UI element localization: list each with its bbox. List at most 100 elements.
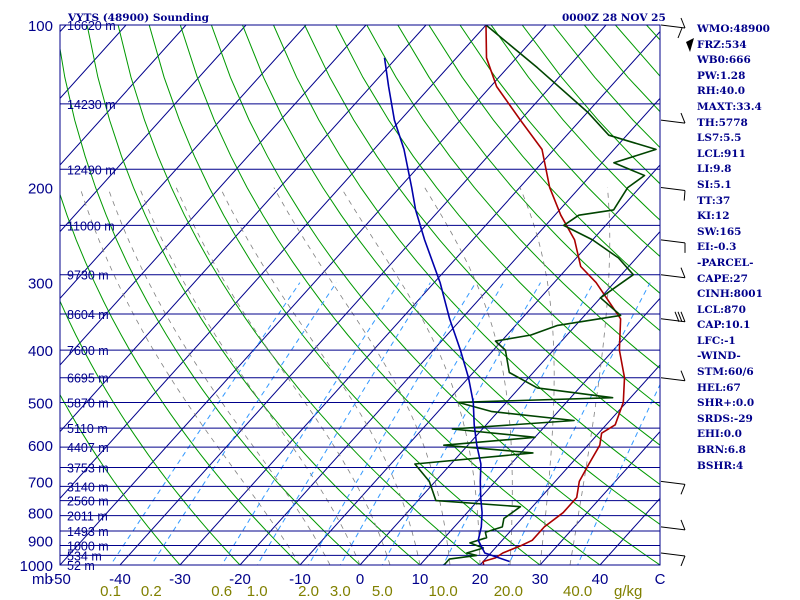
height-level-label: 1493 m	[67, 525, 109, 539]
temperature-tick-label: 30	[532, 571, 549, 588]
moist-adiabat-line	[175, 187, 391, 565]
dry-adiabat-line	[304, 25, 660, 446]
height-level-label: 1000 m	[67, 539, 109, 553]
height-level-label: 534 m	[67, 549, 102, 563]
stat-item: LI:9.8	[697, 163, 732, 176]
wind-barbs	[660, 17, 694, 567]
wind-barb-shaft	[660, 119, 686, 124]
height-level-label: 3140 m	[67, 480, 109, 494]
isotherm-line	[299, 164, 660, 565]
stat-item: SW:165	[697, 225, 742, 238]
height-level-label: 9730 m	[67, 269, 109, 283]
stat-item: CAPE:27	[697, 272, 748, 285]
height-level-label: 11000 m	[67, 219, 115, 233]
mixing-ratio-line	[577, 383, 660, 565]
stat-item: CINH:8001	[697, 288, 763, 301]
isotherm-line	[419, 297, 660, 565]
stat-item: HEL:67	[697, 381, 741, 394]
wind-barb-flag	[680, 519, 686, 531]
moist-adiabat-line	[219, 187, 421, 565]
mixing-ratio-line	[381, 282, 541, 565]
stat-item: LFC:-1	[697, 334, 736, 347]
isotherm-line	[0, 25, 6, 565]
height-level-label: 12490 m	[67, 163, 116, 177]
dry-adiabat-line	[366, 25, 660, 369]
isotherm-line	[60, 25, 487, 500]
wind-barb-flag	[680, 267, 686, 278]
height-level-label: 2560 m	[67, 495, 109, 509]
wind-barb-shaft	[660, 318, 686, 323]
mixing-ratio-line	[339, 282, 505, 565]
mixing-ratio-line	[256, 282, 431, 565]
dry-adiabat-line	[273, 25, 660, 486]
dry-adiabat-line	[242, 25, 660, 525]
stat-item: -PARCEL-	[697, 256, 754, 269]
wind-barb-shaft	[660, 274, 686, 279]
temperature-tick-label: 0	[356, 571, 364, 588]
mixing-ratio-label: 0.1	[100, 583, 121, 600]
sounding-time: 0000Z 28 NOV 25	[562, 12, 666, 24]
wind-barb-flag	[683, 190, 686, 201]
temperature-tick-label: -30	[169, 571, 191, 588]
height-level-label: 5110 m	[67, 422, 108, 436]
pressure-tick-label: 1000	[20, 558, 53, 575]
dry-adiabat-line	[179, 25, 601, 565]
dry-adiabat-line	[459, 25, 660, 258]
stat-item: SI:5.1	[697, 178, 732, 191]
isotherm-line	[60, 25, 367, 366]
pressure-tick-label: 400	[28, 343, 53, 360]
dry-adiabat-line	[428, 25, 660, 295]
plot-frame	[59, 24, 661, 566]
mixing-ratio-line	[221, 282, 400, 565]
wind-barb-shaft	[660, 187, 686, 192]
dry-adiabat-line	[210, 25, 660, 565]
wind-pennant	[686, 38, 694, 52]
station-title: VYTS (48900) Sounding	[67, 12, 210, 24]
wind-barb-flag	[680, 17, 686, 29]
temperature-profile-line	[482, 25, 626, 565]
parcel-profile-line	[383, 57, 510, 563]
stat-item: PW:1.28	[697, 69, 746, 82]
wind-barb-flag	[680, 555, 686, 567]
isotherm-line	[60, 25, 427, 433]
mixing-ratio-line	[109, 282, 301, 565]
temperature-tick-label: 10	[412, 571, 429, 588]
pressure-tick-label: 700	[28, 474, 53, 491]
isotherm-line	[239, 97, 660, 565]
height-level-label: 3753 m	[67, 462, 109, 476]
dry-adiabat-line	[117, 25, 481, 565]
height-level-label: 52 m	[67, 559, 95, 573]
pressure-tick-label: 900	[28, 533, 53, 550]
height-level-label: 14230 m	[67, 98, 116, 112]
stat-item: SRDS:-29	[697, 412, 753, 425]
mixing-ratio-label: 0.2	[141, 583, 162, 600]
mixing-ratio-label: 0.6	[211, 583, 232, 600]
isotherm-line	[60, 25, 547, 565]
pressure-tick-label: 100	[28, 18, 53, 35]
mixing-ratio-line	[150, 282, 337, 565]
height-level-label: 2011 m	[67, 510, 108, 524]
isotherm-line	[60, 25, 307, 300]
wind-barb-flag	[677, 311, 683, 322]
temperature-tick-label: -50	[49, 571, 71, 588]
stat-item: STM:60/6	[697, 366, 754, 379]
stat-item: -WIND-	[697, 350, 741, 363]
mixing-ratio-line	[507, 282, 651, 565]
wind-barb-shaft	[660, 480, 686, 485]
stat-item: BRN:6.8	[697, 444, 746, 457]
mixing-ratio-unit-label: g/kg	[614, 583, 642, 600]
stat-item: LCL:870	[697, 303, 746, 316]
height-level-label: 16620 m	[67, 19, 116, 33]
dewpoint-profile-line	[414, 25, 657, 565]
wind-barb-flag	[680, 311, 686, 322]
dry-adiabat-line	[60, 45, 361, 565]
stat-item: SHR+:0.0	[697, 397, 755, 410]
dry-adiabat-line	[60, 299, 241, 565]
wind-barb-shaft	[660, 239, 686, 244]
stat-item: FRZ:534	[697, 38, 747, 51]
pressure-tick-label: 300	[28, 276, 53, 293]
isotherm-line	[539, 430, 660, 565]
height-level-label: 8604 m	[67, 308, 109, 322]
height-level-label: 5870 m	[67, 396, 109, 410]
